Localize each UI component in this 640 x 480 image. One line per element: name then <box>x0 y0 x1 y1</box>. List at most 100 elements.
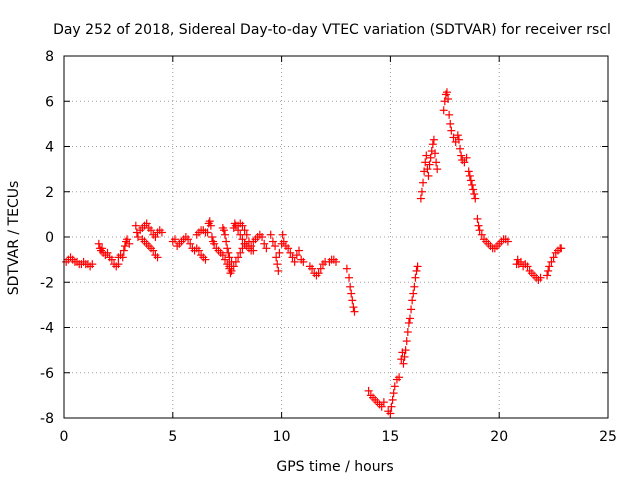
data-point <box>103 248 112 257</box>
y-tick-label: -6 <box>40 366 54 382</box>
y-tick-label: 2 <box>45 185 54 201</box>
data-point <box>545 262 554 271</box>
data-point <box>98 244 107 253</box>
data-point <box>423 165 432 174</box>
data-point <box>349 303 358 312</box>
data-point <box>184 235 193 244</box>
data-point <box>403 328 412 337</box>
data-point <box>429 135 438 144</box>
data-point <box>424 171 433 180</box>
x-axis-title: GPS time / hours <box>276 459 393 475</box>
data-point <box>400 352 409 361</box>
data-point <box>516 257 525 266</box>
data-point <box>142 219 151 228</box>
x-tick-label: 5 <box>168 429 177 445</box>
data-point <box>236 248 245 257</box>
data-point <box>299 257 308 266</box>
data-point <box>544 266 553 275</box>
data-point <box>445 110 454 119</box>
data-point <box>409 289 418 298</box>
data-point <box>523 262 532 271</box>
data-point <box>470 190 479 199</box>
data-point <box>284 244 293 253</box>
data-point <box>153 253 162 262</box>
data-point <box>387 402 396 411</box>
data-point <box>272 253 281 262</box>
data-point <box>114 260 123 269</box>
data-point <box>503 237 512 246</box>
data-point <box>386 409 395 418</box>
data-point <box>275 248 284 257</box>
data-point <box>421 158 430 167</box>
data-point <box>417 187 426 196</box>
x-tick-label: 25 <box>599 429 617 445</box>
data-point <box>295 246 304 255</box>
y-axis-title: SDTVAR / TECUs <box>6 181 22 296</box>
y-tick-label: 0 <box>45 230 54 246</box>
data-point <box>464 167 473 176</box>
data-point <box>223 244 232 253</box>
data-point <box>238 235 247 244</box>
data-point <box>416 194 425 203</box>
data-point <box>238 221 247 230</box>
x-tick-label: 0 <box>60 429 69 445</box>
data-point <box>348 296 357 305</box>
data-point <box>407 305 416 314</box>
data-point <box>462 153 471 162</box>
data-point <box>444 94 453 103</box>
data-point <box>107 255 116 264</box>
y-tick-label: -8 <box>40 411 54 427</box>
data-point <box>119 246 128 255</box>
data-point <box>401 346 410 355</box>
data-point <box>471 194 480 203</box>
data-point <box>549 253 558 262</box>
data-point <box>227 266 236 275</box>
data-point <box>249 246 258 255</box>
data-point <box>221 255 230 264</box>
data-point <box>149 246 158 255</box>
data-point <box>543 271 552 280</box>
data-point <box>477 230 486 239</box>
x-tick-label: 15 <box>381 429 399 445</box>
data-point <box>234 253 243 262</box>
data-point <box>332 257 340 266</box>
data-point <box>347 289 356 298</box>
tick-labels: 0 5 10 15 20 25 -8 -6 -4 -2 0 2 4 6 8 <box>40 49 617 445</box>
data-point <box>454 135 463 144</box>
plot-frame <box>63 55 609 419</box>
data-point <box>268 237 277 246</box>
data-point <box>466 176 475 185</box>
data-point <box>207 233 216 241</box>
data-point <box>419 178 428 187</box>
data-point <box>425 160 434 169</box>
data-point <box>218 251 227 260</box>
data-point <box>402 337 411 346</box>
data-point <box>410 282 419 291</box>
data-points <box>62 88 566 418</box>
data-point <box>314 269 323 278</box>
chart-title: Day 252 of 2018, Sidereal Day-to-day VTE… <box>53 22 611 38</box>
data-point <box>290 257 299 266</box>
data-point <box>118 253 127 262</box>
data-point <box>258 233 267 241</box>
data-point <box>433 165 442 174</box>
data-point <box>273 260 282 269</box>
grid-lines <box>64 56 608 418</box>
data-point <box>432 158 441 167</box>
data-point <box>379 398 388 407</box>
data-point <box>316 264 325 273</box>
data-point <box>194 246 203 255</box>
y-tick-label: -2 <box>40 275 54 291</box>
data-point <box>547 257 556 266</box>
data-point <box>120 242 129 251</box>
data-point <box>266 230 275 239</box>
data-point <box>205 217 214 226</box>
y-tick-label: 8 <box>45 49 54 65</box>
data-point <box>88 260 97 269</box>
data-point <box>345 273 354 282</box>
data-point <box>439 106 448 115</box>
data-point <box>404 318 413 327</box>
data-point <box>389 389 398 398</box>
data-point <box>388 395 397 404</box>
data-point <box>308 264 317 273</box>
